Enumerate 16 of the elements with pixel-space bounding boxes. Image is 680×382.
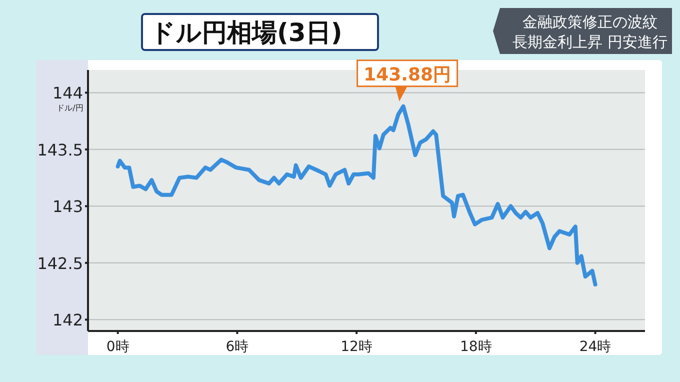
x-tick-label: 0時 [106,339,130,355]
y-tick-label: 142.5 [37,254,83,273]
y-tick-label: 144 [52,84,83,103]
x-tick-label: 18時 [460,339,492,355]
y-tick-label: 142 [52,310,83,330]
text: 長期金利上昇 円安進行 [512,33,668,51]
line-series [116,104,598,286]
text: 金融政策修正の波紋 [522,13,658,31]
x-tick-label: 12時 [340,339,372,355]
x-tick-label: 6時 [226,339,249,355]
y-tick-label: 143.5 [37,140,83,160]
y-axis-title: ドル/円 [56,104,84,113]
annotation: 143.88円 [364,64,452,86]
x-tick-label: 24時 [579,339,612,355]
chart-title: ドル円相場(3日) [150,18,342,47]
y-tick-label: 143 [52,197,83,216]
